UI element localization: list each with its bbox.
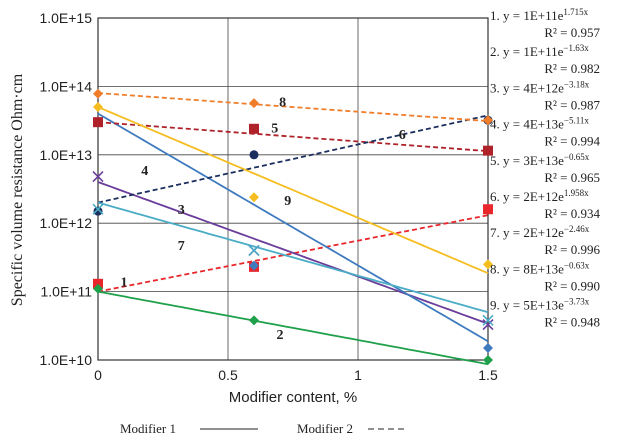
point-series-7: [92, 203, 104, 215]
series-label-3: 3: [178, 203, 185, 218]
equation-7: 7. y = 2E+12e−2.46x: [490, 224, 590, 240]
point-series-7: [248, 244, 260, 256]
y-tick-label: 1.0E+15: [39, 10, 92, 26]
x-tick-label: 1.5: [478, 367, 498, 383]
x-axis-label: Modifier content, %: [229, 389, 357, 406]
trend-line-2: [97, 290, 489, 366]
series-label-2: 2: [277, 328, 284, 343]
equation-3: 3. y = 4E+12e−3.18x: [490, 79, 590, 95]
point-series-3: [92, 171, 104, 183]
y-tick-label: 1.0E+11: [40, 284, 92, 300]
series-label-5: 5: [271, 122, 278, 137]
y-tick-label: 1.0E+12: [39, 215, 92, 231]
y-tick-label: 1.0E+13: [39, 147, 92, 163]
trend-line-3: [97, 181, 489, 325]
point-series-7: [482, 314, 494, 326]
x-tick-label: 0: [94, 367, 102, 383]
series-label-1: 1: [121, 276, 128, 291]
equation-8: 8. y = 8E+13e−0.63x: [490, 260, 590, 276]
point-series-6: [93, 206, 103, 216]
plot-area: [97, 17, 489, 361]
point-series-1: [483, 204, 493, 215]
r-squared-8: R² = 0.990: [544, 278, 600, 293]
x-tick-label: 0.5: [218, 367, 238, 383]
r-squared-7: R² = 0.996: [544, 242, 600, 257]
point-series-9: [483, 259, 493, 270]
y-axis-label: Specific volume resistance Ohm·cm: [9, 73, 26, 306]
point-series-8: [483, 115, 493, 126]
series-label-9: 9: [284, 194, 291, 209]
point-series-8: [249, 98, 259, 109]
series-labels: 1 2 3 4 5 6 7 8 9: [121, 96, 406, 343]
point-series-8: [93, 88, 103, 99]
legend-label-modifier-2: Modifier 2: [297, 421, 353, 436]
r-squared-4: R² = 0.994: [544, 134, 600, 149]
point-series-9: [249, 192, 259, 203]
r-squared-2: R² = 0.982: [544, 61, 600, 76]
point-series-2: [249, 315, 259, 326]
r-squared-1: R² = 0.957: [544, 25, 600, 40]
x-tick-label: 1: [354, 367, 362, 383]
trend-line-6: [97, 114, 489, 204]
trend-line-4: [97, 112, 489, 343]
equation-4: 4. y = 4E+13e−5.11x: [490, 116, 589, 132]
point-series-4: [249, 260, 259, 271]
trend-line-5: [97, 121, 489, 152]
equation-6: 6. y = 2E+12e1.958x: [490, 188, 589, 204]
equation-9: 9. y = 5E+13e−3.73x: [490, 297, 590, 313]
equation-2: 2. y = 1E+11e−1.63x: [490, 43, 589, 59]
y-tick-labels: 1.0E+10 1.0E+11 1.0E+12 1.0E+13 1.0E+14 1.0E+…: [39, 10, 92, 368]
trend-line-8: [97, 92, 489, 122]
series-label-7: 7: [178, 239, 185, 254]
point-series-3: [482, 318, 494, 331]
legend: Modifier 1 Modifier 2: [120, 421, 408, 436]
equation-1: 1. y = 1E+11e1.715x: [490, 7, 589, 23]
trend-line-7: [97, 201, 489, 314]
r-squared-3: R² = 0.987: [544, 97, 600, 112]
point-series-4: [483, 342, 493, 353]
equation-5: 5. y = 3E+13e−0.65x: [490, 152, 590, 168]
series-label-8: 8: [279, 96, 286, 111]
point-series-5: [93, 117, 103, 128]
trend-line-9: [97, 106, 489, 275]
point-series-2: [483, 355, 493, 365]
r-squared-5: R² = 0.965: [544, 170, 600, 185]
data-points: [92, 88, 494, 365]
equations: 1. y = 1E+11e1.715x R² = 0.957 2. y = 1E+1…: [490, 7, 600, 330]
y-tick-label: 1.0E+10: [39, 352, 92, 368]
point-series-2: [93, 283, 103, 294]
series-label-4: 4: [141, 164, 148, 179]
point-series-6: [249, 150, 259, 160]
trend-line-1: [97, 214, 489, 293]
r-squared-6: R² = 0.934: [544, 206, 600, 221]
x-tick-labels: 0 0.5 1 1.5: [94, 367, 498, 383]
series-label-6: 6: [399, 128, 406, 143]
point-series-5: [483, 145, 493, 156]
legend-label-modifier-1: Modifier 1: [120, 421, 176, 436]
trend-lines: [97, 92, 489, 366]
point-series-5: [249, 123, 259, 134]
y-tick-label: 1.0E+14: [39, 78, 92, 94]
r-squared-9: R² = 0.948: [544, 315, 600, 330]
point-series-9: [93, 101, 103, 112]
